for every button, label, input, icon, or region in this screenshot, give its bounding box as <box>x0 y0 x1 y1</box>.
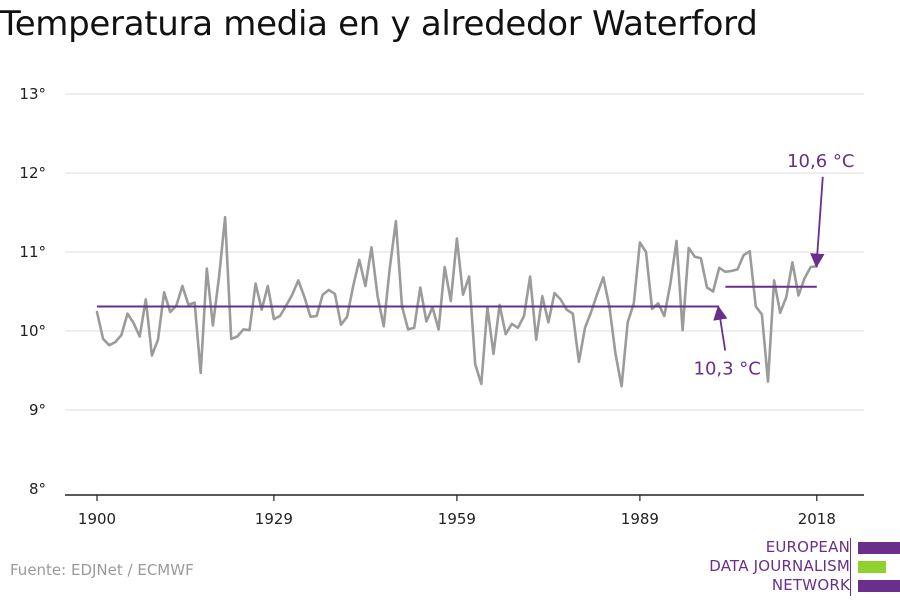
y-tick-label: 12° <box>19 164 46 182</box>
logo-line-3: NETWORK <box>771 576 850 594</box>
x-tick-label: 1929 <box>255 510 293 528</box>
x-tick-label: 2018 <box>798 510 836 528</box>
logo-line-2: DATA JOURNALISM <box>709 557 850 575</box>
series-line-0 <box>95 215 819 388</box>
source-note: Fuente: EDJNet / ECMWF <box>10 561 194 579</box>
y-tick-label: 10° <box>19 322 46 340</box>
annotation-label-1: 10,6 °C <box>787 151 854 172</box>
edjnet-logo: EUROPEAN DATA JOURNALISM NETWORK <box>700 538 900 596</box>
annotation-label-0: 10,3 °C <box>694 359 761 380</box>
y-tick-label: 8° <box>29 480 46 498</box>
y-tick-label: 11° <box>19 243 46 261</box>
y-axis: 8° 9° 10° 11° 12° 13° <box>19 85 46 498</box>
x-tick-label: 1900 <box>78 510 116 528</box>
chart-title: Temperatura media en y alrededor Waterfo… <box>0 4 758 44</box>
annotation-arrow-0 <box>713 305 728 351</box>
y-tick-label: 9° <box>29 401 46 419</box>
x-tick-label: 1959 <box>438 510 476 528</box>
x-tick-label: 1989 <box>621 510 659 528</box>
logo-bar-purple-top <box>858 542 900 554</box>
logo-bar-green <box>858 561 886 573</box>
reference-lines: 10,3 °C 10,6 °C <box>97 151 854 380</box>
logo-line-1: EUROPEAN <box>765 538 850 556</box>
annotation-arrow-1 <box>810 176 825 268</box>
temperature-series <box>95 215 819 388</box>
logo-bar-purple-bottom <box>858 580 900 592</box>
x-axis: 1900 1929 1959 1989 2018 <box>65 494 864 528</box>
logo-divider <box>850 538 851 596</box>
y-tick-label: 13° <box>19 85 46 103</box>
